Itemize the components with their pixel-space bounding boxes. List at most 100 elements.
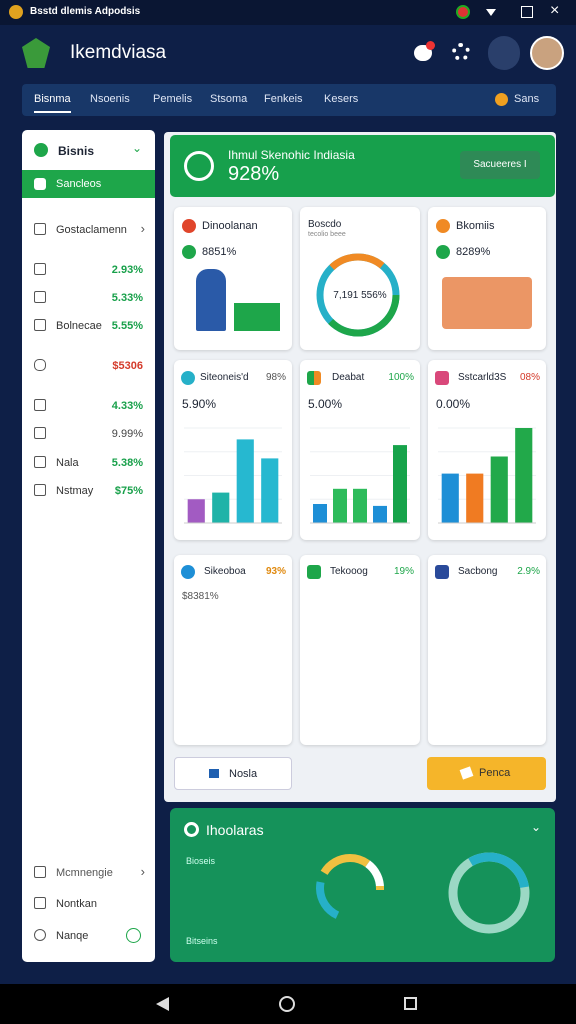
panel-label: Bitseins xyxy=(186,936,218,946)
recents-button[interactable] xyxy=(404,997,417,1010)
sidebar-item[interactable]: Bolnecae 5.55% xyxy=(22,312,155,340)
item-icon xyxy=(34,223,46,235)
maximize-button[interactable] xyxy=(521,6,533,18)
close-button[interactable]: × xyxy=(550,2,560,19)
sidebar-link[interactable]: Nontkan xyxy=(22,890,155,918)
sidebar-item[interactable]: $5306 xyxy=(22,352,155,380)
card-badge: 100% xyxy=(388,372,414,383)
chart-card[interactable]: Deabat 100% 5.00% xyxy=(300,360,420,540)
section-icon xyxy=(34,143,48,157)
stat-card[interactable]: Sikeoboa 93% $8381% xyxy=(174,555,292,745)
item-value: 5.38% xyxy=(111,457,143,469)
item-icon xyxy=(34,427,46,439)
profile-avatar[interactable] xyxy=(530,36,564,70)
button-label: Penca xyxy=(479,767,511,779)
item-label: Bolnecae xyxy=(56,320,102,332)
account-icon xyxy=(495,93,508,106)
sidebar-item[interactable]: Nstmay $75% xyxy=(22,477,155,505)
bottom-panel: Ihoolaras ⌄ Bioseis Bitseins xyxy=(170,808,555,962)
item-label: Nanqe xyxy=(56,930,89,942)
card-icon xyxy=(307,371,321,385)
nav-tab[interactable]: Bisnma xyxy=(34,93,71,113)
app-name: Ikemdviasa xyxy=(70,42,167,63)
nav-tab[interactable]: Fenkeis xyxy=(264,93,303,105)
toggle[interactable] xyxy=(126,928,141,943)
item-icon xyxy=(34,484,46,496)
donut-label: 7,191 556% xyxy=(333,290,387,301)
section-title[interactable]: Bisnis xyxy=(58,144,95,158)
sidebar-item[interactable]: 5.33% xyxy=(22,284,155,312)
bar-chart xyxy=(310,427,410,524)
stat-card[interactable]: Sacbong 2.9% xyxy=(428,555,546,745)
account-name[interactable]: Sans xyxy=(514,93,540,105)
bar xyxy=(333,488,347,523)
card-icon xyxy=(181,371,195,385)
card-badge: 2.9% xyxy=(517,566,540,577)
bar xyxy=(353,488,367,523)
sidebar-item[interactable]: 2.93% xyxy=(22,256,155,284)
banner-value: 928% xyxy=(228,163,280,185)
card-icon xyxy=(182,219,196,233)
bar xyxy=(187,499,205,523)
button-icon xyxy=(209,769,219,778)
sidebar-link[interactable]: Mcmnengie › xyxy=(22,859,155,887)
summary-card[interactable]: Bkomiis 8289% xyxy=(428,207,546,350)
button-icon xyxy=(459,766,474,780)
card-title: Dinoolanan xyxy=(202,220,258,232)
card-title: Deabat xyxy=(332,372,365,383)
stat-card[interactable]: Tekooog 19% xyxy=(300,555,420,745)
settings-button[interactable] xyxy=(452,43,470,61)
item-icon xyxy=(34,359,46,371)
bar-chart xyxy=(184,427,282,524)
item-label: Nontkan xyxy=(56,898,97,910)
banner-button[interactable]: Sacueeres I xyxy=(460,151,540,179)
nav-tab[interactable]: Nsoenis xyxy=(90,93,130,105)
item-icon xyxy=(34,456,46,468)
item-icon xyxy=(34,263,46,275)
sidebar-item[interactable]: 4.33% xyxy=(22,392,155,420)
sidebar-item[interactable]: Nala 5.38% xyxy=(22,449,155,477)
item-value: 2.93% xyxy=(111,264,143,276)
panel-label: Bioseis xyxy=(186,856,216,866)
item-value: $5306 xyxy=(112,360,143,372)
chevron: › xyxy=(140,221,145,236)
chevron[interactable]: ⌄ xyxy=(530,820,541,834)
nav-tab[interactable]: Kesers xyxy=(324,93,359,105)
sidebar: Bisnis ⌄ Sancleos Gostaclamenn › 2.93% 5.… xyxy=(22,130,155,962)
item-value: 4.33% xyxy=(111,400,143,412)
card-badge: 19% xyxy=(393,566,414,577)
home-button[interactable] xyxy=(279,996,295,1012)
system-nav xyxy=(0,984,576,1024)
card-icon xyxy=(436,219,450,233)
summary-card[interactable]: Boscdo tecolio beee 7,191 556% xyxy=(300,207,420,350)
avatar[interactable] xyxy=(488,36,520,70)
item-icon xyxy=(34,929,46,941)
card-value: $8381% xyxy=(182,591,219,602)
primary-button[interactable]: Penca xyxy=(427,757,546,790)
sidebar-link[interactable]: Nanqe xyxy=(22,922,155,950)
banner-title: Ihmul Skenohic Indiasia xyxy=(228,148,355,162)
bar xyxy=(261,458,279,523)
card-title: Tekooog xyxy=(330,566,368,577)
chart-card[interactable]: Sstcarld3S 08% 0.00% xyxy=(428,360,546,540)
sidebar-item[interactable]: 9.99% xyxy=(22,420,155,448)
illustration xyxy=(234,303,280,331)
nav-tab[interactable]: Pemelis xyxy=(153,93,193,105)
back-button[interactable] xyxy=(156,997,169,1011)
nav-tab[interactable]: Stsoma xyxy=(210,93,248,105)
group-row[interactable]: Gostaclamenn › xyxy=(22,216,155,244)
card-title: Sacbong xyxy=(458,566,498,577)
bar xyxy=(393,445,407,523)
donut xyxy=(448,852,530,934)
item-icon xyxy=(34,178,46,190)
item-label: Nstmay xyxy=(56,485,94,497)
secondary-button[interactable]: Nosla xyxy=(174,757,292,790)
summary-card[interactable]: Dinoolanan 8851% xyxy=(174,207,292,350)
card-value: 5.90% xyxy=(182,397,217,411)
chart-card[interactable]: Siteoneis'd 98% 5.90% xyxy=(174,360,292,540)
item-label: Sancleos xyxy=(56,178,102,190)
chevron: ⌄ xyxy=(132,141,143,155)
active-item[interactable]: Sancleos xyxy=(22,170,155,198)
group-label: Gostaclamenn xyxy=(56,224,127,236)
